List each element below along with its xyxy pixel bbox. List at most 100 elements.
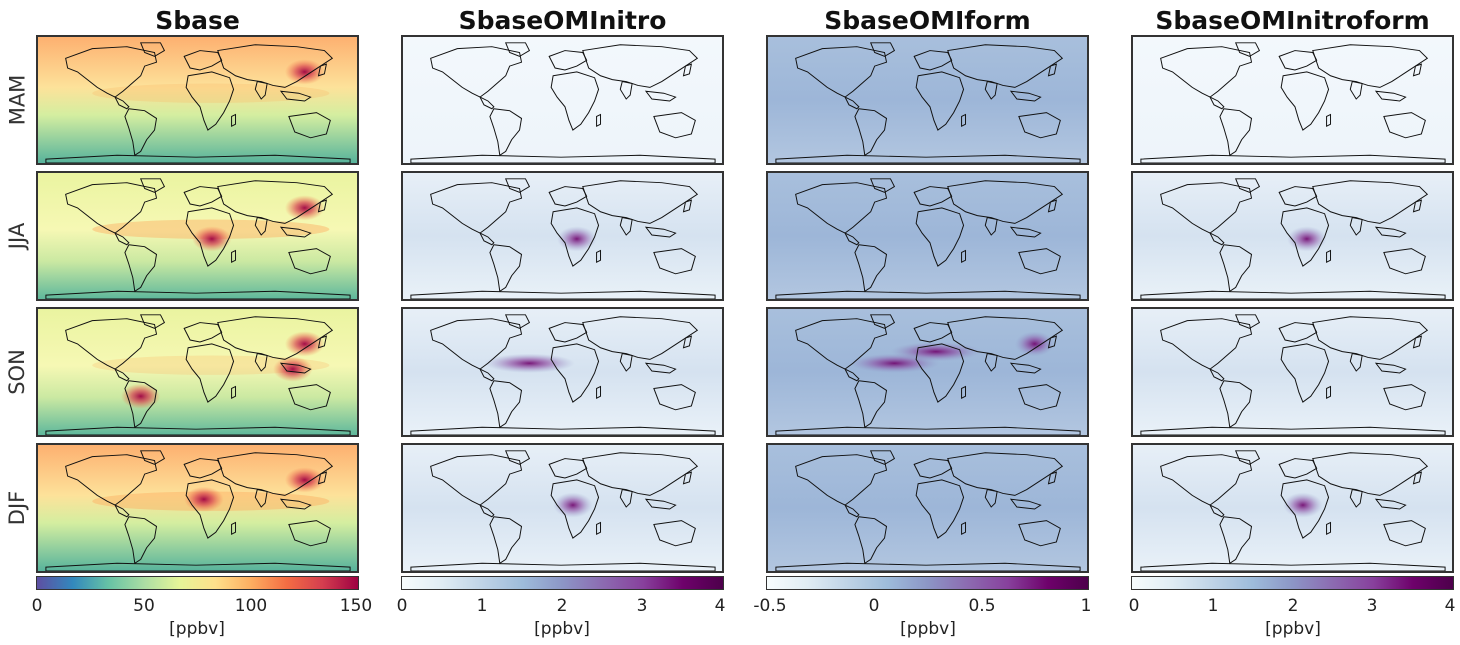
colorbar-tick: -0.5 xyxy=(753,596,787,616)
coastline xyxy=(317,471,328,485)
coastline xyxy=(504,42,531,57)
coastline xyxy=(550,71,600,131)
hotspot xyxy=(273,356,313,382)
coastline xyxy=(1009,226,1042,238)
coastline xyxy=(45,290,351,299)
coastline xyxy=(984,489,998,508)
coastline xyxy=(1208,232,1225,246)
coastline xyxy=(124,244,158,293)
coastline xyxy=(1140,290,1446,299)
coastline xyxy=(869,178,896,193)
coastline xyxy=(1278,458,1318,479)
colorbar-tick: 2 xyxy=(556,596,568,616)
map-svg xyxy=(403,173,722,299)
coastline xyxy=(1219,380,1253,429)
coastline xyxy=(947,452,1064,496)
coastline xyxy=(217,316,334,360)
coastline xyxy=(1312,180,1429,224)
coastline xyxy=(854,108,888,157)
coastline xyxy=(913,50,953,71)
coastline xyxy=(1047,199,1058,213)
coastline xyxy=(1047,471,1058,485)
coastline xyxy=(504,450,531,465)
map-svg xyxy=(1133,173,1452,299)
coastline xyxy=(653,384,696,411)
map-panel-sbase-jja xyxy=(36,171,359,301)
colorbar-unit-label: [ppbv] xyxy=(1265,619,1321,639)
coastline xyxy=(843,232,860,246)
map-svg xyxy=(38,445,357,571)
coastline xyxy=(231,385,237,399)
coastline xyxy=(1160,454,1253,506)
coastline xyxy=(217,44,334,88)
coastline xyxy=(1326,113,1332,127)
coastline xyxy=(1383,520,1426,547)
coastline xyxy=(1349,353,1363,372)
coastline xyxy=(430,46,523,98)
colorbar-tick: 3 xyxy=(1366,596,1378,616)
map-panel-sbaseomiform-jja xyxy=(766,171,1089,301)
coastline xyxy=(1234,178,1261,193)
coastline xyxy=(1140,426,1446,435)
coastline xyxy=(1412,199,1423,213)
coastline xyxy=(288,520,331,547)
coastline xyxy=(596,249,602,263)
map-svg xyxy=(768,445,1087,571)
map-panel-sbaseominitro-son xyxy=(401,307,724,437)
coastline xyxy=(183,458,223,479)
coastline xyxy=(582,452,699,496)
colorbar-tick: 1 xyxy=(1207,596,1219,616)
hotspot xyxy=(284,59,325,85)
colorbar-unit-label: [ppbv] xyxy=(169,619,225,639)
coastline xyxy=(619,489,633,508)
coastline xyxy=(504,314,531,329)
coastline xyxy=(843,368,860,382)
colorbar-tick: 4 xyxy=(714,596,726,616)
map-panel-sbaseominitro-jja xyxy=(401,171,724,301)
coastline xyxy=(984,353,998,372)
map-svg xyxy=(403,445,722,571)
coastline xyxy=(1383,384,1426,411)
coastline xyxy=(961,249,967,263)
coastline xyxy=(869,314,896,329)
coastline xyxy=(795,318,888,370)
hotspot xyxy=(890,341,982,362)
coastline xyxy=(854,380,888,429)
field-background xyxy=(768,37,1087,163)
coastline xyxy=(682,471,693,485)
coastline xyxy=(961,385,967,399)
coastline xyxy=(478,368,495,382)
coastline xyxy=(231,521,237,535)
coastline xyxy=(1047,335,1058,349)
coastline xyxy=(1280,479,1330,539)
column-title-sbaseomiform: SbaseOMIform xyxy=(824,6,1031,35)
coastline xyxy=(961,113,967,127)
coastline xyxy=(430,454,523,506)
coastline xyxy=(653,112,696,139)
coastline xyxy=(682,63,693,77)
coastline xyxy=(1234,42,1261,57)
map-panel-sbaseominitroform-djf xyxy=(1131,443,1454,573)
coastline xyxy=(1219,244,1253,293)
coastline xyxy=(869,42,896,57)
coastline xyxy=(113,368,130,382)
coastline xyxy=(1312,44,1429,88)
map-panel-sbase-djf xyxy=(36,443,359,573)
coastline xyxy=(1208,368,1225,382)
coastline xyxy=(947,44,1064,88)
colorbar-sbaseominitro xyxy=(401,576,724,590)
coastline xyxy=(217,452,334,496)
map-panel-sbaseominitroform-jja xyxy=(1131,171,1454,301)
hotspot xyxy=(284,467,325,493)
coastline xyxy=(139,314,166,329)
hotspot xyxy=(284,331,325,357)
coastline xyxy=(45,426,351,435)
coastline xyxy=(113,232,130,246)
field-background xyxy=(403,37,722,163)
map-panel-sbaseomiform-mam xyxy=(766,35,1089,165)
coastline xyxy=(947,180,1064,224)
coastline xyxy=(478,96,495,110)
coastline xyxy=(915,71,965,131)
hotspot xyxy=(483,353,575,373)
map-svg xyxy=(1133,445,1452,571)
